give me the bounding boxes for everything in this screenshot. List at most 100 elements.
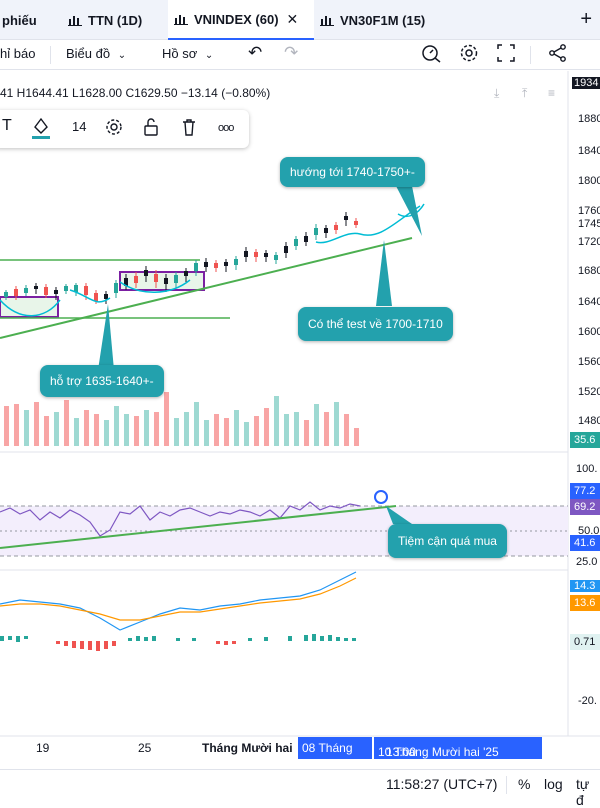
uptrend-line [0,237,413,339]
price-tick: 1800 [578,175,600,187]
callout-pointer [396,186,422,236]
time-axis: 19 25 Tháng Mười hai 08 Tháng Mư 10 Thán… [0,737,600,777]
close-icon[interactable]: ✕ [286,10,299,27]
rsi-value-badge: 69.2 [570,499,600,515]
lock-icon[interactable] [142,117,160,140]
rsi-lower-badge: 41.6 [570,535,600,551]
price-top-label: 1934 [572,77,600,89]
price-tick: 1560 [578,356,600,368]
chart-tab-icon [174,13,188,25]
drawing-toolbar: T 14 ooo [0,110,249,148]
callout-pointer [376,240,392,306]
time-tick: 25 [138,741,152,755]
rsi-tick: 50.0 [578,525,600,537]
settings-icon[interactable]: ≡ [548,86,556,100]
callout-pointer [98,304,114,370]
share-icon[interactable] [548,43,568,66]
ohlc-legend: 41 H1644.41 L1628.00 C1629.50 −13.14 (−0… [0,86,271,100]
profile-menu[interactable]: Hồ sơ ⌄ [162,46,213,61]
hide-icon[interactable]: ⤒ [522,86,528,100]
support-callout[interactable]: hỗ trợ 1635-1640+- [40,365,164,397]
price-tick: 1520 [578,386,600,398]
price-tick: 1745 [578,218,600,230]
macd-histogram [0,634,356,651]
alert-button[interactable]: hỉ báo [0,46,36,61]
auto-toggle[interactable]: tự đ [576,776,590,808]
font-size-value[interactable]: 14 [72,119,87,134]
callout-pointer [386,506,412,524]
chevron-down-icon: ⌄ [117,50,127,61]
text-icon[interactable]: T [2,117,12,134]
price-tick: 1880 [578,113,600,125]
percent-toggle[interactable]: % [518,776,531,792]
retest-callout[interactable]: Có thể test về 1700-1710 [298,307,453,341]
top-toolbar: hỉ báo Biểu đồ ⌄ Hồ sơ ⌄ ↶ ↷ [0,40,600,70]
macd-tick: -20. [578,695,597,707]
price-tick: 1840 [578,145,600,157]
price-tick: 1760 [578,205,600,217]
trash-icon[interactable] [180,117,198,140]
fullscreen-icon[interactable] [496,43,516,66]
redo-icon[interactable]: ↷ [284,43,299,62]
add-tab-icon[interactable]: + [580,8,592,30]
target-callout[interactable]: hướng tới 1740-1750+- [280,157,425,187]
projection-curve [0,299,61,317]
macd-top-badge: 14.3 [570,580,600,592]
tab-partial[interactable]: phiếu [0,0,50,40]
chevron-down-icon: ⌄ [204,50,214,61]
log-toggle[interactable]: log [544,776,563,792]
macd-hist-badge: 0.71 [570,634,600,650]
macd-line [0,571,357,631]
volume-bars [4,392,359,446]
rsi-tick: 25.0 [576,556,598,568]
price-tick: 1680 [578,265,600,277]
bottom-bar: 11:58:27 (UTC+7) % log tự đ [0,769,600,808]
tab-label: phiếu [2,12,37,28]
projection-curve [69,289,111,303]
rsi-upper-badge: 77.2 [570,483,600,499]
price-tick: 1640 [578,296,600,308]
time-tick: 19 [36,741,50,755]
time-tick: Tháng Mười hai [202,741,293,755]
tab-bar: phiếu TTN (1D) VNINDEX (60) ✕ VN30F1M (1… [0,0,600,40]
volume-badge: 35.6 [570,432,600,448]
tab-vnindex[interactable]: VNINDEX (60) ✕ [168,0,314,40]
tab-label: VNINDEX (60) [194,11,279,27]
rsi-callout[interactable]: Tiệm cận quá mua [388,524,507,558]
price-tick: 1480 [578,415,600,427]
rsi-line [0,501,361,537]
support-box-left [0,296,59,318]
chart-tab-icon [320,14,334,26]
time-selection-start: 08 Tháng Mư [298,737,372,777]
price-tick: 1720 [578,236,600,248]
tab-ttn[interactable]: TTN (1D) [62,0,162,40]
tab-label: TTN (1D) [88,12,143,28]
chart-menu-label: Biểu đồ [66,46,111,61]
rsi-trend-line [0,505,397,549]
rsi-tick: 100. [576,463,598,475]
macd-value-badge: 13.6 [570,595,600,611]
clock[interactable]: 11:58:27 (UTC+7) [386,776,498,792]
divider [506,776,507,794]
undo-icon[interactable]: ↶ [248,43,263,62]
alert-clock-icon[interactable] [420,42,442,67]
tab-label: VN30F1M (15) [340,12,426,28]
gear-icon[interactable] [458,42,480,67]
more-icon[interactable]: ooo [218,122,234,134]
time-selection-end: 10 Tháng Mười hai '25 13:00 [374,737,542,759]
gear-icon[interactable] [104,117,124,140]
price-tick: 1600 [578,326,600,338]
chart-menu[interactable]: Biểu đồ ⌄ [66,46,126,61]
time-selection-hour: 13:00 [386,745,417,759]
time-selection-date: 10 Tháng Mười hai '25 [378,745,499,759]
divider [50,46,51,64]
projection-curve [119,279,191,293]
rsi-marker [374,490,388,504]
projection-curve [315,205,421,244]
signal-line [0,577,357,621]
arrow-down-icon[interactable]: ⤓ [494,86,500,100]
divider [530,46,531,64]
chart-tab-icon [68,14,82,26]
fill-color-icon[interactable] [30,115,52,142]
tab-vn30f1m[interactable]: VN30F1M (15) [318,0,448,40]
